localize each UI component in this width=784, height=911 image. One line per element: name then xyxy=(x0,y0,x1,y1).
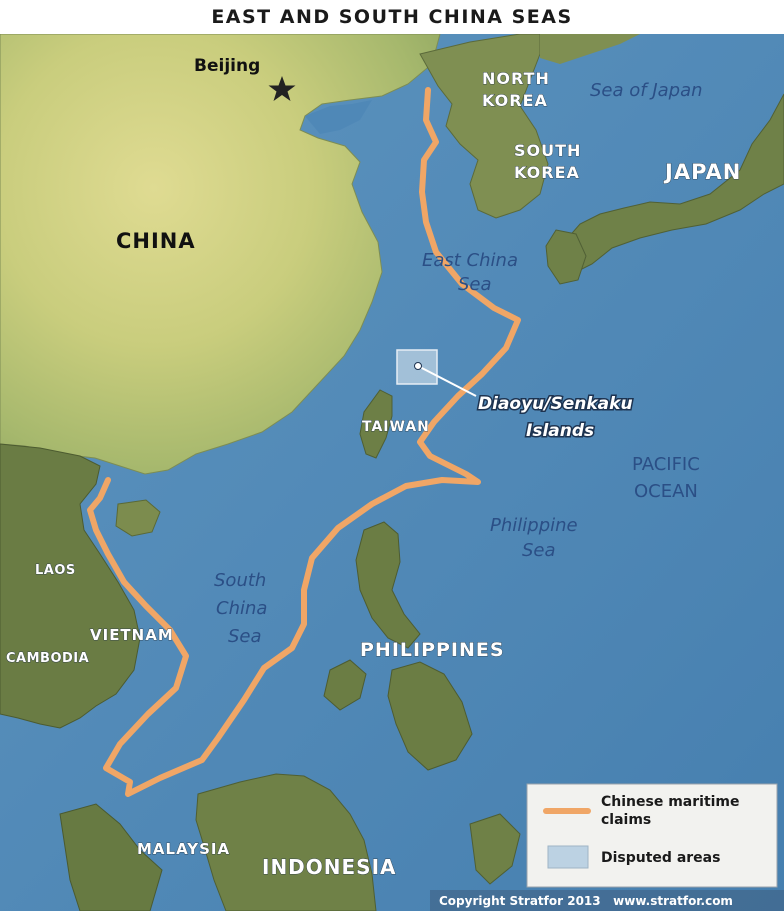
land-mindanao xyxy=(387,661,473,771)
label-north-korea-2: KOREA xyxy=(482,91,548,110)
legend-claims-label-1: Chinese maritime xyxy=(601,794,740,810)
land-malaysia xyxy=(59,803,163,911)
label-laos: LAOS xyxy=(35,563,76,578)
claim-line-east-china-sea xyxy=(87,87,521,797)
label-philippines: PHILIPPINES xyxy=(360,639,505,661)
label-east-china-sea-2: Sea xyxy=(458,274,492,295)
land-russia-far-east xyxy=(540,34,640,64)
label-sea-of-japan: Sea of Japan xyxy=(590,80,703,101)
map-canvas: Beijing CHINA NORTH KOREA SOUTH KOREA JA… xyxy=(0,34,784,911)
label-taiwan: TAIWAN xyxy=(362,419,430,435)
label-diaoyu-senkaku-2: Islands xyxy=(526,421,594,441)
label-japan: JAPAN xyxy=(663,160,741,184)
label-vietnam: VIETNAM xyxy=(90,626,174,644)
land-luzon xyxy=(355,521,421,649)
land-china xyxy=(0,34,441,475)
legend-claims-label-2: claims xyxy=(601,812,651,828)
legend-box xyxy=(526,783,778,888)
label-china: CHINA xyxy=(116,229,196,253)
disputed-point xyxy=(414,362,422,370)
land-borneo xyxy=(195,773,377,911)
land-sulawesi xyxy=(469,813,521,885)
land-hainan xyxy=(115,499,161,537)
label-south-china-sea-1: South xyxy=(214,570,266,591)
label-south-china-sea-3: Sea xyxy=(228,626,262,647)
label-indonesia: INDONESIA xyxy=(262,855,397,879)
label-beijing: Beijing xyxy=(194,56,260,76)
credit-bar xyxy=(430,890,784,911)
land-taiwan xyxy=(359,389,393,459)
label-philippine-sea-2: Sea xyxy=(522,540,556,561)
label-malaysia: MALAYSIA xyxy=(137,840,230,858)
label-pacific-2: OCEAN xyxy=(634,481,698,502)
legend-disputed-swatch xyxy=(547,845,589,869)
label-south-korea-1: SOUTH xyxy=(514,141,581,160)
label-south-china-sea-2: China xyxy=(216,598,267,619)
label-cambodia: CAMBODIA xyxy=(6,651,89,666)
land-indochina xyxy=(0,443,141,729)
label-pacific-1: PACIFIC xyxy=(632,454,700,475)
map-title: EAST AND SOUTH CHINA SEAS xyxy=(211,6,573,28)
label-south-korea-2: KOREA xyxy=(514,163,580,182)
label-philippine-sea-1: Philippine xyxy=(490,515,578,536)
beijing-star-icon xyxy=(268,76,296,101)
land-visayas xyxy=(323,659,367,711)
legend: Chinese maritime claims Disputed areas xyxy=(526,783,778,888)
label-east-china-sea-1: East China xyxy=(422,250,518,271)
bohai-bay xyxy=(305,100,372,134)
legend-disputed-label: Disputed areas xyxy=(601,850,720,866)
label-north-korea-1: NORTH xyxy=(482,69,550,88)
land-kyushu xyxy=(545,229,587,285)
label-diaoyu-senkaku-1: Diaoyu/Senkaku xyxy=(478,394,633,414)
credit-text: Copyright Stratfor 2013 www.stratfor.com xyxy=(439,894,733,908)
callout-leader xyxy=(417,365,477,397)
